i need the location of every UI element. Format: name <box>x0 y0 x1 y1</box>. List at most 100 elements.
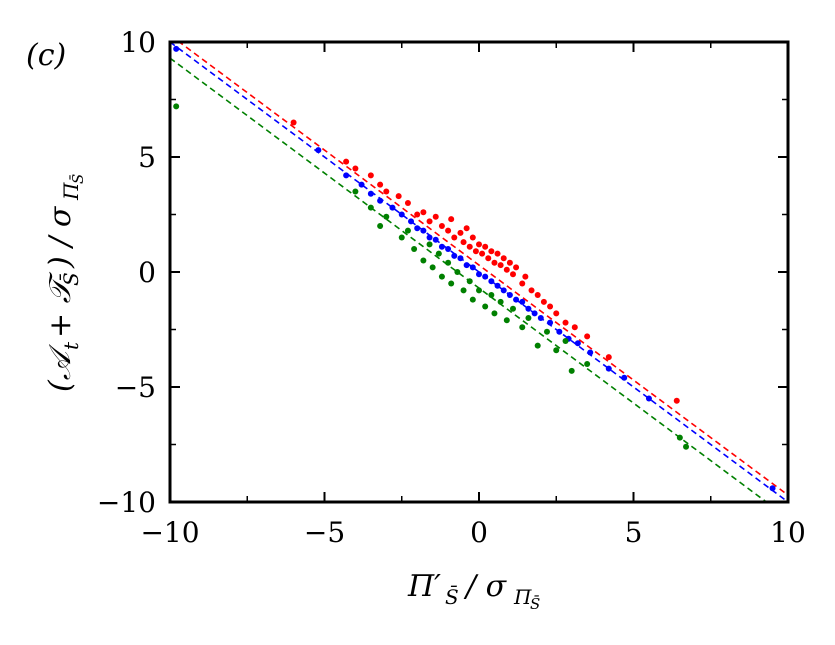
y-tick-label: −5 <box>115 371 156 404</box>
svg-text:S̄: S̄ <box>58 272 83 286</box>
data-point <box>432 236 439 243</box>
data-point <box>438 243 445 250</box>
data-point <box>377 223 384 229</box>
data-point <box>543 328 550 335</box>
data-point <box>383 188 390 195</box>
data-point <box>574 340 581 347</box>
data-point <box>389 204 396 211</box>
data-point <box>528 287 535 294</box>
data-point <box>173 45 180 52</box>
data-point <box>482 243 489 250</box>
data-point <box>562 319 569 326</box>
svg-text:S̄: S̄ <box>530 595 540 613</box>
data-point <box>537 315 544 321</box>
data-point <box>466 243 473 250</box>
data-point <box>683 443 690 450</box>
data-point <box>367 190 374 197</box>
svg-text:/ σ: / σ <box>463 569 508 604</box>
data-point <box>482 273 489 280</box>
fit-line-0 <box>177 42 788 496</box>
data-point <box>352 188 359 195</box>
data-point <box>513 264 520 271</box>
data-point <box>460 239 467 246</box>
data-point <box>432 213 439 220</box>
data-point <box>584 333 591 340</box>
data-point <box>503 266 510 273</box>
data-point <box>367 204 374 211</box>
svg-text:Π: Π <box>513 585 532 609</box>
panel-label: (c) <box>26 38 66 73</box>
data-point <box>367 172 374 179</box>
data-point <box>420 227 427 234</box>
data-point <box>420 257 427 264</box>
data-point <box>525 315 532 321</box>
x-tick-label: 5 <box>625 516 643 549</box>
x-tick-label: −10 <box>140 516 199 549</box>
data-point <box>482 303 489 310</box>
data-point <box>479 250 486 257</box>
data-point <box>358 181 365 188</box>
y-tick-label: 5 <box>138 141 156 174</box>
data-point <box>676 434 683 441</box>
x-axis-label: Π′ S̄ / σ Π S̄ <box>407 569 540 613</box>
data-point <box>469 296 476 303</box>
data-point <box>497 262 504 269</box>
data-point <box>398 211 405 218</box>
data-point <box>491 310 498 317</box>
data-point <box>457 255 464 262</box>
data-point <box>584 361 591 367</box>
data-point <box>398 234 405 241</box>
data-point <box>547 303 554 310</box>
svg-text:Π: Π <box>59 182 83 201</box>
data-point <box>445 259 452 266</box>
data-point <box>448 216 455 223</box>
svg-text:Π′: Π′ <box>407 569 441 604</box>
data-point <box>476 271 482 278</box>
data-point <box>290 119 297 126</box>
data-point <box>438 273 445 280</box>
data-point <box>506 292 513 298</box>
data-point <box>404 227 411 234</box>
x-tick-label: −5 <box>304 516 345 549</box>
data-point <box>531 310 538 317</box>
svg-text:t: t <box>59 341 83 350</box>
data-point <box>553 347 560 354</box>
data-point <box>476 287 482 294</box>
data-point <box>673 397 680 404</box>
data-point <box>522 273 529 280</box>
data-point <box>645 395 652 402</box>
data-point <box>509 305 516 312</box>
data-point <box>540 298 547 305</box>
data-point <box>497 298 504 305</box>
data-point <box>315 147 322 154</box>
y-tick-label: 10 <box>120 26 156 59</box>
data-point <box>414 225 421 232</box>
tick-labels: −10 −5 0 5 10 −10 −5 0 5 10 <box>97 26 806 549</box>
data-point <box>491 259 498 266</box>
data-point <box>534 292 541 298</box>
data-point <box>500 255 507 262</box>
data-point <box>472 248 479 255</box>
data-point <box>488 292 495 298</box>
data-point <box>457 229 464 236</box>
data-point <box>769 485 776 492</box>
data-point <box>414 211 421 218</box>
data-point <box>383 213 390 220</box>
data-point <box>488 248 495 255</box>
data-point <box>448 280 455 287</box>
data-point <box>494 250 501 257</box>
data-point <box>343 158 350 165</box>
data-point <box>445 246 452 252</box>
data-point <box>605 354 612 361</box>
data-point <box>466 278 473 285</box>
svg-text:) / σ: ) / σ <box>43 205 78 269</box>
x-tick-label: 10 <box>770 516 806 549</box>
svg-text:+ 𝒯: + 𝒯 <box>43 271 78 338</box>
data-point <box>500 287 507 294</box>
data-point <box>513 296 520 303</box>
data-point <box>509 271 516 278</box>
data-point <box>605 365 612 372</box>
data-point <box>485 255 492 262</box>
data-point <box>525 305 532 312</box>
y-tick-label: −10 <box>97 486 156 519</box>
